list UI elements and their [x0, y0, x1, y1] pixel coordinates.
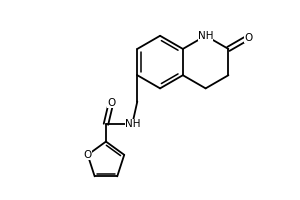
Text: NH: NH [198, 31, 213, 41]
Text: NH: NH [124, 119, 140, 129]
Text: O: O [107, 98, 115, 108]
Text: O: O [84, 150, 92, 160]
Text: O: O [244, 33, 252, 43]
